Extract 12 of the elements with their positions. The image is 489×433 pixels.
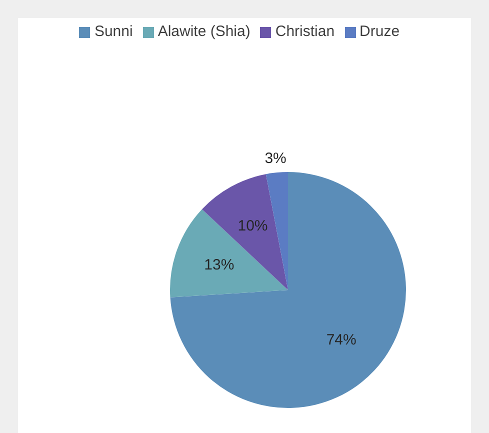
pie-slice [170, 172, 406, 408]
data-label: 3% [264, 150, 286, 168]
pie-slice [170, 209, 288, 298]
legend-label: Sunni [94, 23, 133, 40]
pie-slice [202, 174, 288, 290]
legend-label: Druze [360, 23, 400, 40]
data-label: 10% [238, 217, 268, 234]
legend-label: Alawite (Shia) [158, 23, 250, 40]
data-label: 13% [204, 256, 234, 274]
pie-slice [266, 172, 288, 290]
legend-label: Christian [275, 23, 335, 40]
data-label: 74% [326, 332, 356, 349]
